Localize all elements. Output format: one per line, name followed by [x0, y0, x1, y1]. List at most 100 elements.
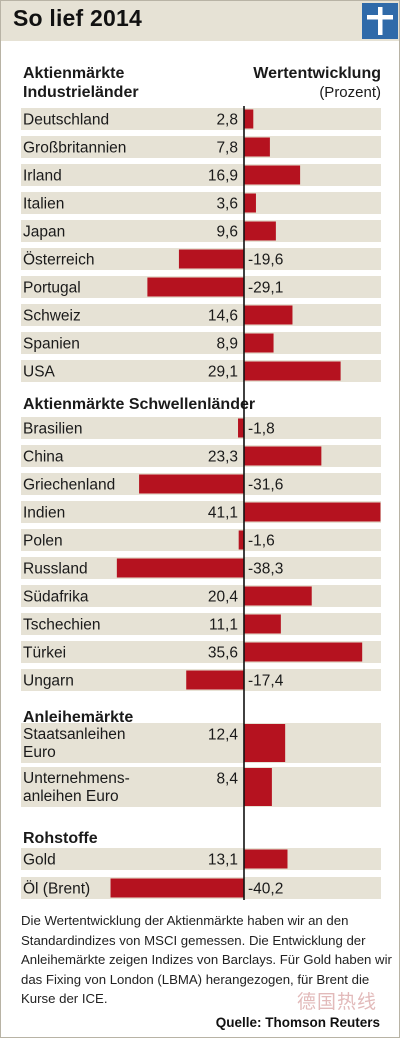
- value-label: 29,1: [208, 364, 238, 381]
- bar: [244, 614, 281, 634]
- value-label: 7,8: [216, 140, 238, 157]
- bar: [244, 193, 256, 213]
- bar: [244, 724, 286, 762]
- watermark: 德国热线: [297, 992, 378, 1013]
- row-label: Großbritannien: [23, 140, 126, 157]
- value-label: -38,3: [248, 561, 283, 578]
- bar: [178, 249, 244, 269]
- row-background: [21, 417, 381, 439]
- row-background: [21, 445, 381, 467]
- row-label: Brasilien: [23, 421, 82, 438]
- header-unit: (Prozent): [319, 84, 381, 101]
- row-label: Irland: [23, 168, 62, 185]
- value-label: -40,2: [248, 881, 283, 898]
- row-label: Schweiz: [23, 308, 81, 325]
- value-label: 11,1: [209, 617, 238, 634]
- group-title: Aktienmärkte Schwellenländer: [23, 396, 255, 413]
- bar: [244, 361, 341, 381]
- bar: [244, 165, 301, 185]
- bar: [110, 878, 244, 898]
- bar: [244, 446, 322, 466]
- cross-logo-icon: [367, 7, 393, 35]
- row-label: Österreich: [23, 251, 95, 269]
- value-label: 12,4: [208, 727, 239, 744]
- chart-title: So lief 2014: [13, 5, 142, 31]
- row-label: Griechenland: [23, 477, 115, 494]
- value-label: -29,1: [248, 280, 283, 297]
- value-label: 23,3: [208, 449, 238, 466]
- bar: [147, 277, 244, 297]
- bar: [244, 333, 274, 353]
- publisher-logo: [362, 3, 398, 39]
- row-background: [21, 848, 381, 870]
- row-label: Tschechien: [23, 617, 101, 634]
- row-label: Staatsanleihen: [23, 726, 126, 743]
- bar-chart: Aktienmärkte Industrieländer Wertentwicklu…: [21, 65, 381, 900]
- row-label: anleihen Euro: [23, 788, 119, 805]
- row-label: Indien: [23, 505, 65, 522]
- row-label: Portugal: [23, 280, 81, 297]
- row-background: [21, 192, 381, 214]
- row-background: [21, 613, 381, 635]
- footnote: Die Wertentwicklung der Aktienmärkte hab…: [21, 913, 392, 1006]
- row-background: [21, 723, 381, 763]
- row-background: [21, 332, 381, 354]
- value-label: 8,4: [216, 771, 238, 788]
- value-label: -31,6: [248, 477, 283, 494]
- header-left-line-2: Industrieländer: [23, 84, 139, 101]
- bar: [244, 137, 270, 157]
- row-label: Türkei: [23, 645, 66, 662]
- value-label: 9,6: [216, 224, 238, 241]
- bar: [244, 586, 312, 606]
- bar: [244, 642, 363, 662]
- title-bar: So lief 2014: [1, 1, 399, 41]
- bar: [238, 418, 244, 438]
- value-label: -17,4: [248, 673, 284, 690]
- value-label: 8,9: [216, 336, 238, 353]
- row-label: China: [23, 449, 64, 466]
- row-label: Russland: [23, 561, 88, 578]
- row-background: [21, 136, 381, 158]
- row-background: [21, 767, 381, 807]
- group-title: Rohstoffe: [23, 830, 98, 847]
- row-background: [21, 529, 381, 551]
- row-label: Südafrika: [23, 589, 89, 606]
- row-label: Japan: [23, 224, 65, 241]
- row-label: USA: [23, 364, 56, 381]
- row-label: Öl (Brent): [23, 880, 90, 898]
- value-label: -1,8: [248, 421, 275, 438]
- value-label: 3,6: [216, 196, 238, 213]
- value-label: 20,4: [208, 589, 239, 606]
- row-label: Deutschland: [23, 112, 109, 129]
- bar: [244, 221, 276, 241]
- value-label: -1,6: [248, 533, 275, 550]
- row-label: Unternehmens-: [23, 770, 130, 787]
- bar: [186, 670, 244, 690]
- row-background: [21, 108, 381, 130]
- row-label: Gold: [23, 852, 56, 869]
- bar: [238, 530, 244, 550]
- row-background: [21, 164, 381, 186]
- bar: [244, 768, 272, 806]
- value-label: 2,8: [216, 112, 238, 129]
- bar: [244, 109, 254, 129]
- value-label: 35,6: [208, 645, 238, 662]
- value-label: -19,6: [248, 252, 283, 269]
- group-title: Anleihemärkte: [23, 709, 133, 726]
- value-label: 16,9: [208, 168, 238, 185]
- bar: [244, 502, 381, 522]
- bar: [244, 849, 288, 869]
- header-left-line-1: Aktienmärkte: [23, 65, 124, 82]
- value-label: 14,6: [208, 308, 238, 325]
- bar: [116, 558, 244, 578]
- row-label: Euro: [23, 744, 56, 761]
- source-credit: Quelle: Thomson Reuters: [215, 1015, 380, 1030]
- row-label: Ungarn: [23, 673, 74, 690]
- row-label: Spanien: [23, 336, 80, 353]
- bar: [139, 474, 244, 494]
- value-label: 13,1: [208, 852, 238, 869]
- row-background: [21, 220, 381, 242]
- row-label: Polen: [23, 533, 63, 550]
- bar: [244, 305, 293, 325]
- value-label: 41,1: [208, 505, 238, 522]
